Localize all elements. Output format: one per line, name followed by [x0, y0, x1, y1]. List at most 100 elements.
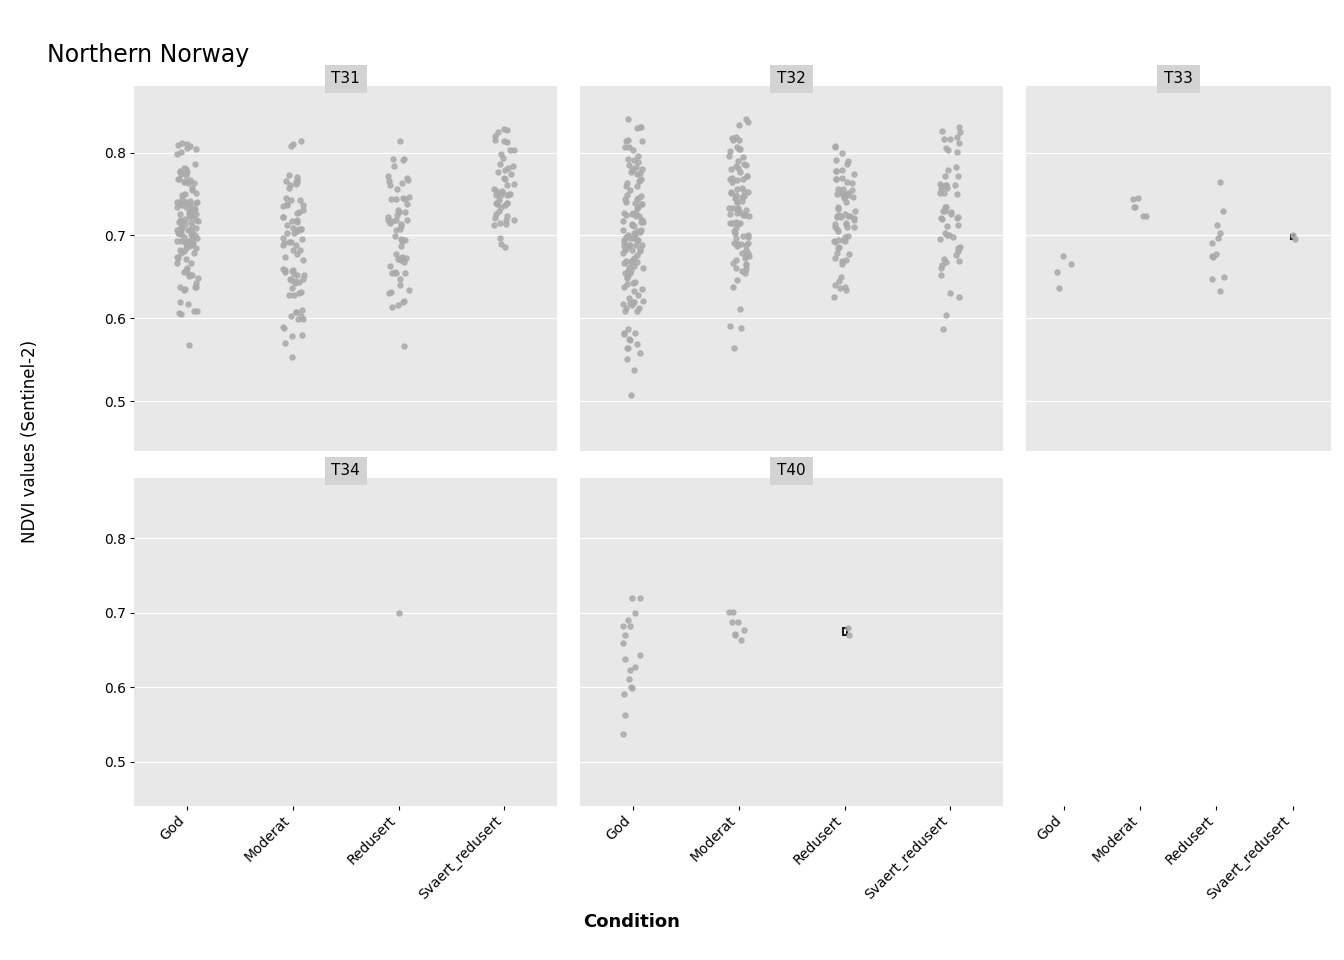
Point [621, 298, 642, 313]
Point [383, 152, 405, 167]
Point [488, 192, 509, 207]
Point [832, 171, 853, 186]
Point [626, 254, 648, 270]
Point [949, 253, 970, 269]
Point [285, 304, 306, 320]
Point [179, 172, 200, 187]
Point [175, 233, 196, 249]
Point [844, 203, 866, 218]
Point [726, 195, 747, 210]
Point [617, 264, 638, 279]
Point [930, 267, 952, 282]
Point [278, 287, 300, 302]
Point [173, 244, 195, 259]
Point [271, 237, 293, 252]
Point [492, 183, 513, 199]
Point [169, 242, 191, 257]
Point [281, 264, 302, 279]
Point [176, 164, 198, 180]
Point [948, 289, 969, 304]
Point [614, 303, 636, 319]
Point [488, 164, 509, 180]
Point [825, 163, 847, 179]
Point [394, 192, 415, 207]
Point [173, 175, 195, 190]
Point [167, 250, 188, 265]
Point [738, 228, 759, 243]
Point [179, 337, 200, 352]
Point [175, 217, 196, 232]
Point [496, 188, 517, 204]
Point [724, 226, 746, 241]
Point [629, 173, 650, 188]
Point [934, 199, 956, 214]
Point [935, 140, 957, 156]
Point [945, 159, 966, 175]
Point [183, 303, 204, 319]
Point [274, 173, 296, 188]
Point [386, 181, 407, 197]
Point [169, 294, 191, 309]
Point [493, 162, 515, 178]
Point [280, 308, 301, 324]
Point [167, 250, 188, 265]
Point [726, 173, 747, 188]
Point [720, 185, 742, 201]
Point [730, 300, 751, 316]
Point [396, 171, 418, 186]
Point [1122, 191, 1144, 206]
Point [621, 162, 642, 178]
Point [173, 229, 195, 245]
Point [613, 232, 634, 248]
Point [496, 195, 517, 210]
Point [1136, 208, 1157, 224]
Point [840, 208, 862, 224]
Point [621, 206, 642, 222]
Point [620, 332, 641, 348]
Point [836, 156, 857, 172]
Point [827, 181, 848, 197]
Point [390, 277, 411, 293]
Point [169, 195, 191, 210]
Point [941, 204, 962, 220]
Point [614, 652, 636, 667]
Point [184, 156, 206, 172]
Point [187, 194, 208, 209]
Point [379, 215, 401, 230]
Point [621, 164, 642, 180]
Point [491, 200, 512, 215]
Point [616, 240, 637, 255]
Point [622, 142, 644, 157]
Point [628, 155, 649, 170]
Point [832, 186, 853, 202]
Point [738, 114, 759, 130]
Point [621, 242, 642, 257]
Point [169, 245, 191, 260]
Point [937, 143, 958, 158]
Point [629, 647, 650, 662]
Point [832, 187, 853, 203]
Point [730, 320, 751, 335]
Point [278, 180, 300, 195]
Point [378, 169, 399, 184]
Point [939, 132, 961, 147]
Point [624, 294, 645, 309]
Point [946, 130, 968, 145]
Point [1285, 231, 1306, 247]
Point [274, 336, 296, 351]
Point [292, 311, 313, 326]
Point [484, 217, 505, 232]
Point [828, 232, 849, 248]
Point [948, 168, 969, 183]
Point [831, 209, 852, 225]
Point [1210, 175, 1231, 190]
Point [824, 233, 845, 249]
Point [1125, 199, 1146, 214]
Point [398, 189, 419, 204]
Point [286, 173, 308, 188]
Point [280, 178, 301, 193]
Point [168, 305, 190, 321]
Point [626, 178, 648, 193]
Point [931, 179, 953, 194]
Point [289, 285, 310, 300]
